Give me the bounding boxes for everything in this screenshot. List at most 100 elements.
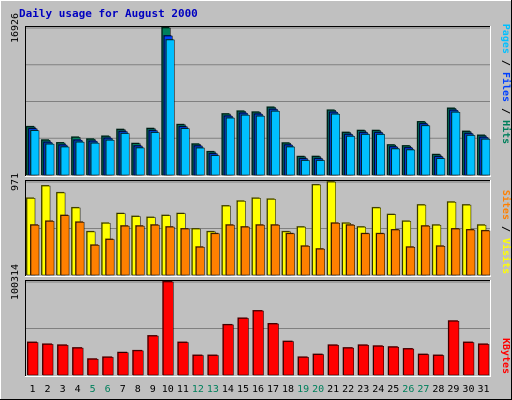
bar-kbytes-day-1 [27, 342, 39, 376]
x-axis-day-labels: 1 2 3 4 5 6 7 8 9 10 11 12 13 14 15 16 17 18 19 20 21 22 23 24 2… [30, 384, 490, 395]
bar-sites-day-18 [286, 233, 295, 276]
x-tick-label-day-31: 31 [477, 384, 489, 395]
bar-sites-day-9 [151, 224, 160, 276]
y-axis-max-label: 100314 [10, 264, 21, 300]
bar-kbytes-day-13 [208, 355, 219, 376]
bar-pages-day-3 [60, 146, 70, 176]
x-tick-label-day-4: 4 [75, 384, 81, 395]
x-tick-label-day-20: 20 [312, 384, 324, 395]
x-tick-label-day-12: 12 [192, 384, 204, 395]
x-tick-label-day-23: 23 [357, 384, 369, 395]
x-tick-label-day-10: 10 [162, 384, 174, 395]
bar-sites-day-1 [30, 224, 40, 276]
bar-kbytes-day-11 [178, 342, 189, 376]
side-label-visits-sites: Sites / Visits [500, 190, 512, 274]
bar-kbytes-day-28 [433, 355, 445, 376]
bar-pages-day-22 [346, 136, 355, 176]
bar-sites-day-13 [211, 233, 220, 276]
bar-pages-day-1 [30, 130, 40, 176]
bar-kbytes-day-22 [343, 347, 354, 376]
bar-pages-day-9 [151, 132, 160, 176]
bar-pages-day-31 [481, 139, 491, 176]
x-tick-label-day-5: 5 [90, 384, 96, 395]
legend-side-labels: Pages / Files / Hits Sites / Visits KBytes [500, 24, 512, 374]
bar-pages-day-13 [211, 155, 220, 176]
bar-sites-day-21 [331, 223, 340, 276]
legend-separator: / [500, 220, 511, 238]
bar-pages-day-4 [75, 141, 85, 176]
bar-kbytes-day-8 [132, 350, 144, 376]
x-tick-label-day-30: 30 [462, 384, 474, 395]
bar-kbytes-day-4 [72, 347, 84, 376]
x-tick-label-day-22: 22 [342, 384, 354, 395]
bar-sites-day-25 [391, 229, 401, 276]
bar-kbytes-day-18 [283, 341, 294, 376]
x-tick-label-day-18: 18 [282, 384, 294, 395]
bar-kbytes-day-14 [223, 324, 234, 376]
bar-kbytes-day-31 [478, 344, 490, 376]
bar-pages-day-11 [181, 128, 190, 176]
bar-sites-day-26 [406, 246, 416, 276]
legend-hits: Hits [500, 120, 512, 144]
x-tick-label-day-25: 25 [387, 384, 399, 395]
bar-kbytes-day-15 [238, 318, 249, 376]
bar-sites-day-24 [376, 233, 385, 276]
bar-pages-day-18 [286, 146, 295, 176]
x-tick-label-day-7: 7 [120, 384, 126, 395]
side-label-hits-files-pages: Pages / Files / Hits [500, 24, 512, 144]
bar-pages-day-21 [331, 113, 340, 176]
bar-kbytes-day-26 [403, 348, 415, 376]
x-tick-label-day-3: 3 [60, 384, 66, 395]
bar-kbytes-day-27 [418, 354, 430, 376]
legend-separator: / [500, 102, 511, 120]
bar-pages-day-23 [361, 134, 370, 176]
chart-title: Daily usage for August 2000 [19, 7, 198, 20]
bar-sites-day-8 [135, 225, 145, 276]
legend-sites: Sites [500, 190, 512, 220]
x-tick-label-day-13: 13 [207, 384, 219, 395]
bar-sites-day-19 [301, 246, 310, 276]
chart-panels: 16926 971 100314 [10, 13, 491, 377]
bar-pages-day-25 [391, 148, 401, 176]
bar-pages-day-20 [316, 160, 325, 176]
bar-sites-day-12 [196, 246, 205, 276]
bar-sites-day-27 [421, 225, 431, 276]
bar-pages-day-24 [376, 134, 385, 176]
bar-pages-day-6 [105, 140, 115, 176]
bar-sites-day-3 [60, 215, 70, 276]
bar-kbytes-day-12 [193, 355, 204, 376]
bar-pages-day-30 [466, 135, 476, 176]
bar-kbytes-day-7 [117, 352, 129, 376]
bar-sites-day-4 [75, 222, 85, 276]
bar-kbytes-day-19 [298, 357, 309, 376]
bar-sites-day-2 [45, 221, 55, 276]
x-tick-label-day-29: 29 [447, 384, 459, 395]
bar-kbytes-day-3 [57, 345, 69, 376]
bar-kbytes-day-25 [388, 346, 400, 376]
legend-files: Files [500, 72, 512, 102]
bar-kbytes-day-23 [358, 345, 369, 376]
bar-sites-day-29 [451, 228, 461, 276]
bar-kbytes-day-29 [448, 320, 460, 376]
bar-sites-day-5 [90, 245, 100, 276]
y-axis-max-label: 16926 [10, 13, 21, 43]
bar-pages-day-28 [436, 158, 446, 176]
x-tick-label-day-1: 1 [30, 384, 36, 395]
bar-kbytes-day-20 [313, 354, 324, 376]
x-tick-label-day-19: 19 [297, 384, 309, 395]
x-tick-label-day-27: 27 [417, 384, 429, 395]
legend-kbytes: KBytes [500, 338, 511, 374]
bar-sites-day-15 [241, 226, 250, 276]
bar-pages-day-12 [196, 147, 205, 176]
x-tick-label-day-2: 2 [45, 384, 51, 395]
kbytes-panel: 100314 [10, 264, 491, 377]
bar-kbytes-day-16 [253, 310, 264, 376]
bar-sites-day-31 [481, 230, 491, 276]
bar-sites-day-20 [316, 248, 325, 276]
bar-kbytes-day-24 [373, 346, 384, 376]
side-label-kbytes: KBytes [500, 338, 511, 374]
bar-sites-day-28 [436, 246, 446, 276]
x-tick-label-day-8: 8 [135, 384, 141, 395]
bar-sites-day-16 [256, 224, 265, 276]
